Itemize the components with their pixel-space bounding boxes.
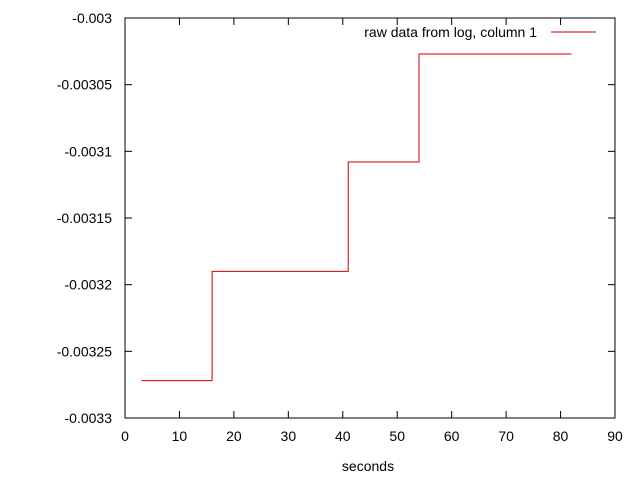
x-tick-label: 70 [498,428,514,444]
x-tick-label: 30 [281,428,297,444]
y-tick-label: -0.00305 [57,77,112,93]
y-tick-label: -0.003 [72,10,112,26]
x-tick-label: 10 [172,428,188,444]
x-tick-label: 80 [553,428,569,444]
series-line [141,53,572,382]
y-tick-label: -0.00315 [57,210,112,226]
x-axis-label: seconds [342,458,394,474]
x-axis-ticks: 0 10 20 30 40 50 60 70 80 90 [121,18,623,444]
legend: raw data from log, column 1 [364,24,596,40]
plot-frame [124,17,616,419]
y-axis-ticks: -0.003 -0.00305 -0.0031 -0.00315 -0.0032 -0.0… [57,10,615,426]
y-tick-label: -0.00325 [57,343,112,359]
legend-label: raw data from log, column 1 [364,24,537,40]
y-tick-label: -0.0033 [65,410,113,426]
x-tick-label: 0 [121,428,129,444]
series-layer [141,53,572,382]
y-tick-label: -0.0032 [65,277,113,293]
y-tick-label: -0.0031 [65,143,113,159]
x-tick-label: 40 [335,428,351,444]
x-tick-label: 60 [444,428,460,444]
x-tick-label: 20 [226,428,242,444]
x-tick-label: 50 [389,428,405,444]
x-tick-label: 90 [607,428,623,444]
